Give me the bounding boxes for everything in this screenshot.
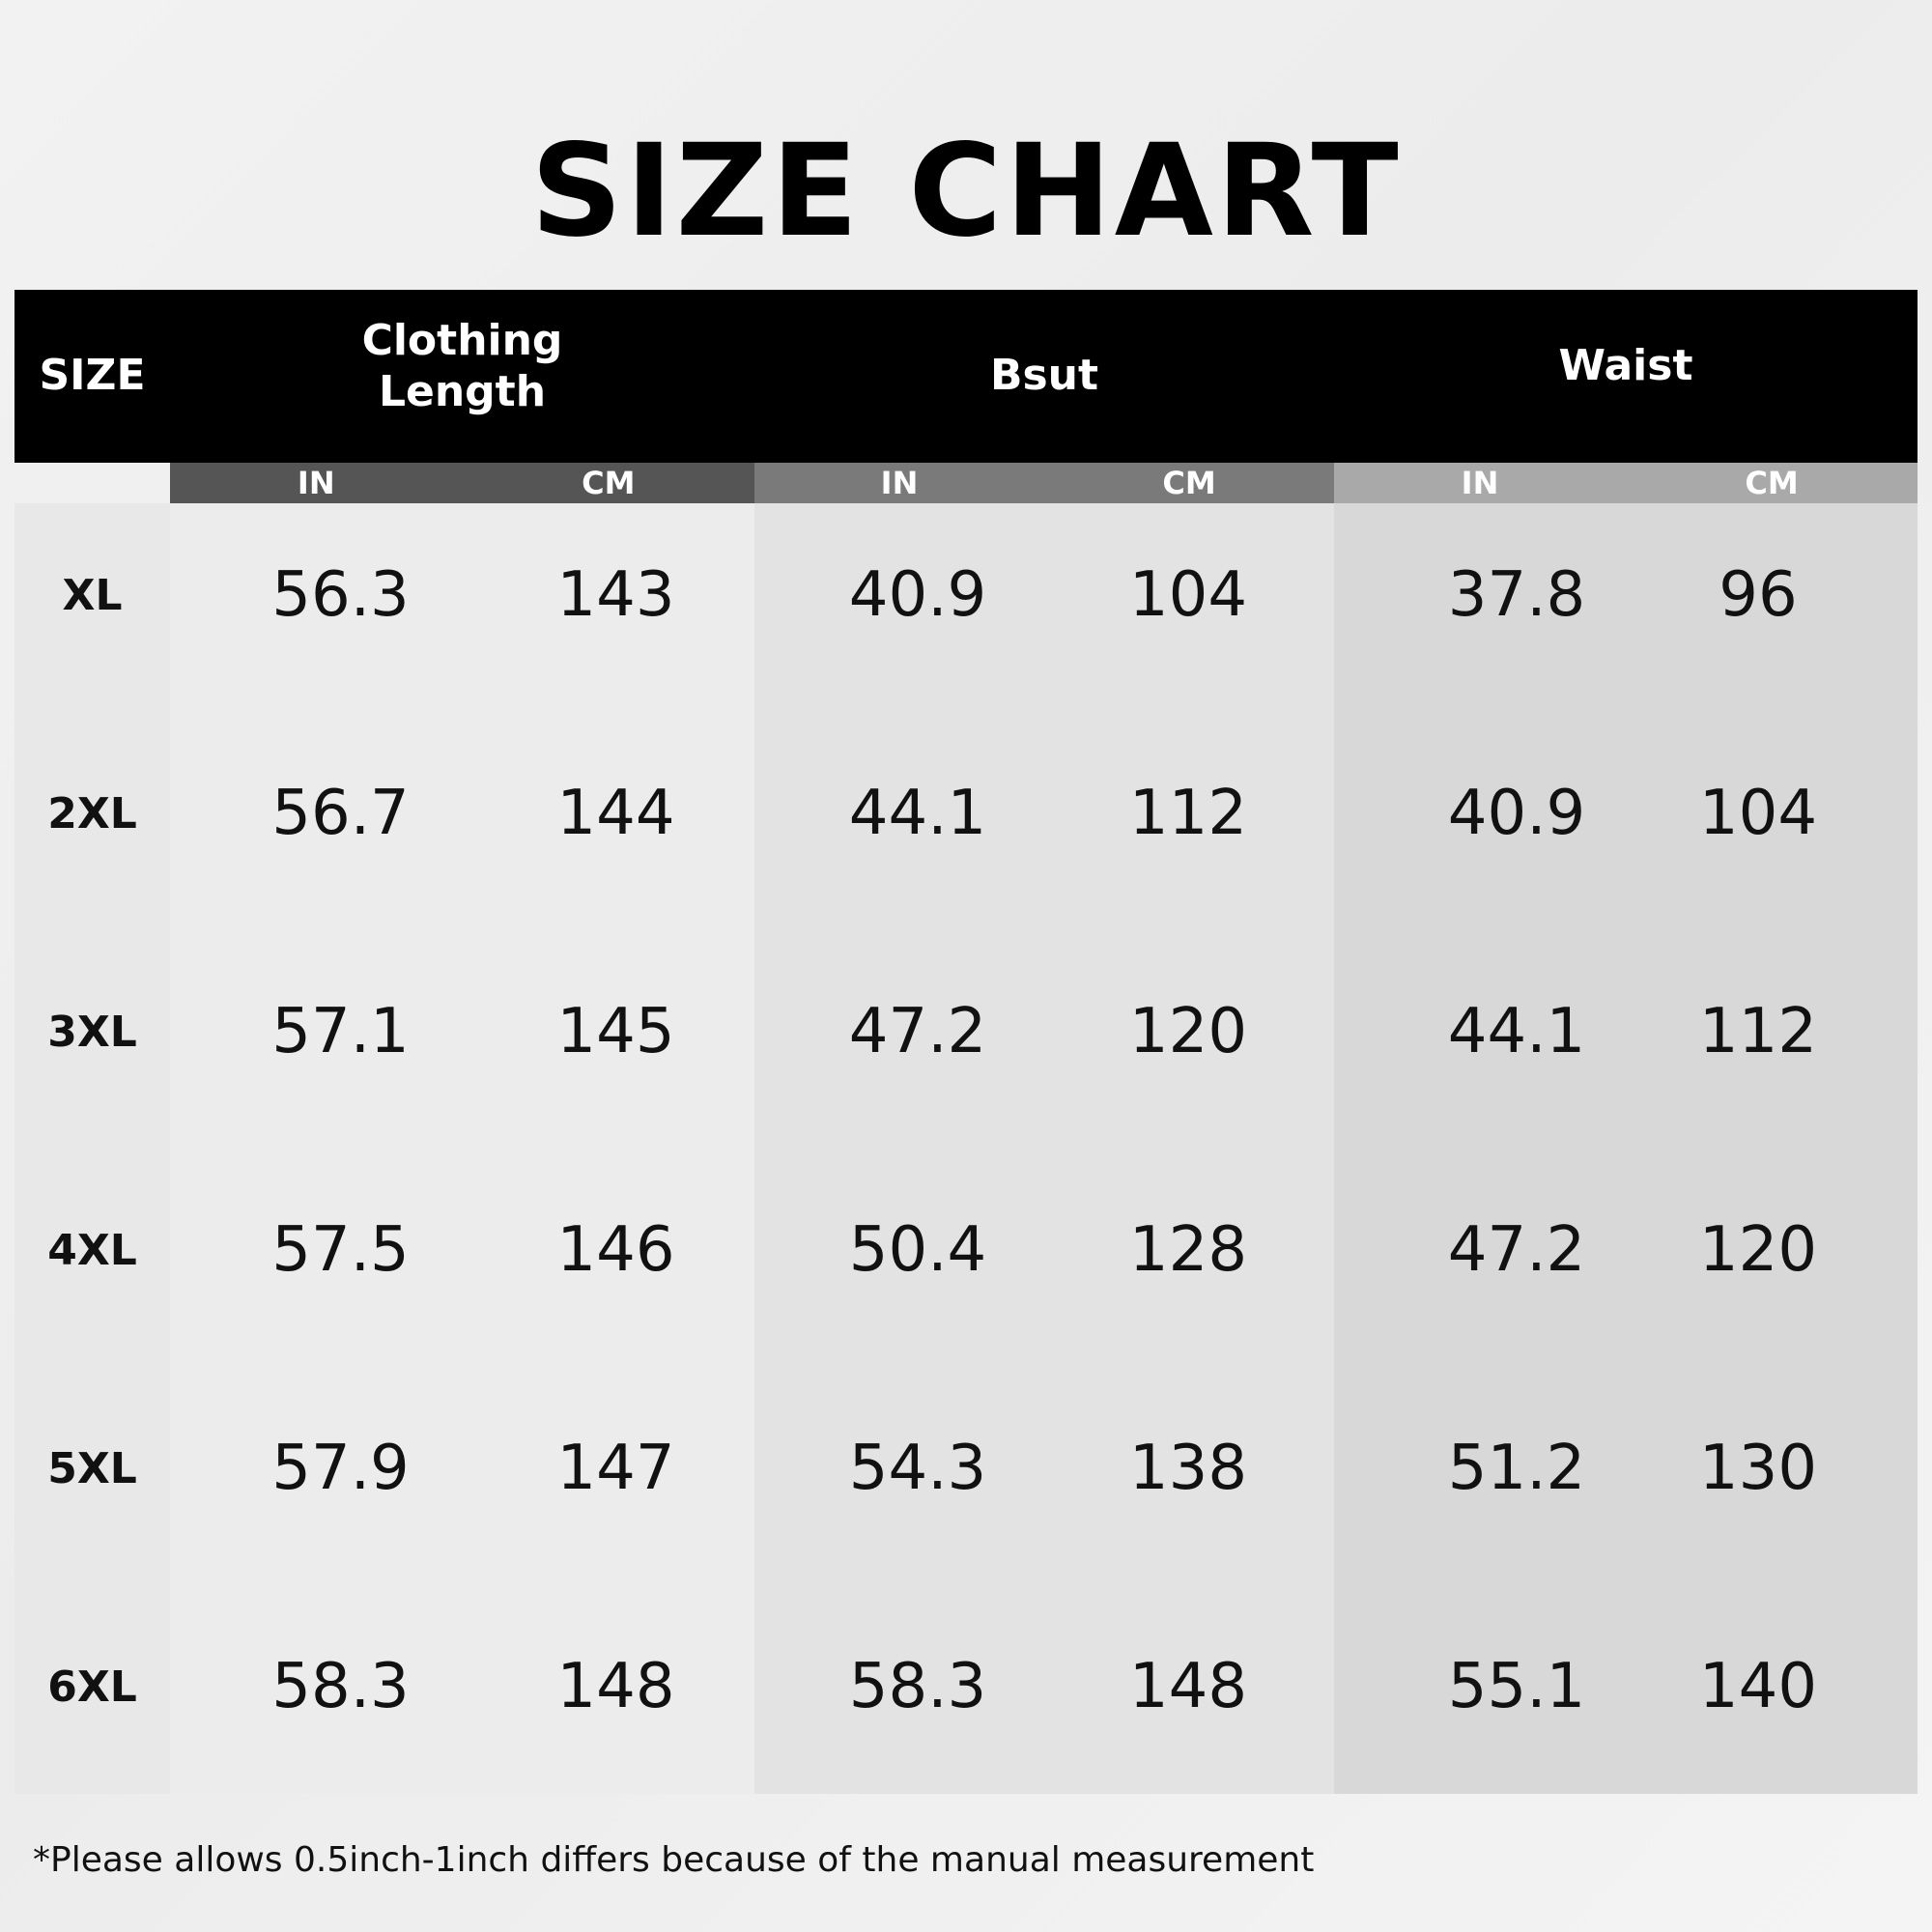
header-waist: Waist xyxy=(1334,290,1918,463)
bust-in-cell: 47.2 xyxy=(848,996,987,1067)
bust-cm-cell: 120 xyxy=(1128,996,1248,1067)
waist-cm-cell: 104 xyxy=(1698,778,1818,849)
waist-cm-cell: 120 xyxy=(1698,1214,1818,1286)
waist-in-cell: 37.8 xyxy=(1447,559,1586,631)
length-in-cell: 57.1 xyxy=(271,996,410,1067)
table-body: XL 56.3 143 40.9 104 37.8 96 2XL 56.7 14… xyxy=(14,503,1918,1813)
unit-in-waist: IN xyxy=(1461,465,1499,501)
header-waist-label: Waist xyxy=(1558,341,1693,391)
length-cm-cell: 145 xyxy=(556,996,675,1067)
size-label: 4XL xyxy=(47,1225,137,1275)
table-header: SIZE Clothing Length Bsut Waist xyxy=(14,290,1918,463)
length-cm-cell: 146 xyxy=(556,1214,675,1286)
size-column-band xyxy=(14,503,170,1794)
waist-cm-cell: 112 xyxy=(1698,996,1818,1067)
waist-in-cell: 55.1 xyxy=(1447,1651,1586,1722)
waist-in-cell: 47.2 xyxy=(1447,1214,1586,1286)
table-row: 6XL 58.3 148 58.3 148 55.1 140 xyxy=(14,1595,1918,1813)
unit-bar-bust: IN CM xyxy=(754,463,1334,503)
length-in-cell: 56.3 xyxy=(271,559,410,631)
length-cm-cell: 148 xyxy=(556,1651,675,1722)
bust-in-cell: 58.3 xyxy=(848,1651,987,1722)
unit-cm-waist: CM xyxy=(1745,465,1799,501)
length-in-cell: 58.3 xyxy=(271,1651,410,1722)
table-row: 3XL 57.1 145 47.2 120 44.1 112 xyxy=(14,940,1918,1158)
bust-column-band xyxy=(754,503,1334,1794)
chart-title: SIZE CHART xyxy=(530,117,1402,266)
waist-in-cell: 44.1 xyxy=(1447,996,1586,1067)
header-bust: Bsut xyxy=(989,351,1099,401)
waist-cm-cell: 140 xyxy=(1698,1651,1818,1722)
bust-cm-cell: 138 xyxy=(1128,1433,1248,1504)
size-label: XL xyxy=(62,570,123,620)
unit-bar-length: IN CM xyxy=(170,463,754,503)
bust-cm-cell: 104 xyxy=(1128,559,1248,631)
waist-cm-cell: 96 xyxy=(1719,559,1798,631)
unit-in-bust: IN xyxy=(880,465,919,501)
table-row: XL 56.3 143 40.9 104 37.8 96 xyxy=(14,503,1918,722)
waist-in-cell: 51.2 xyxy=(1447,1433,1586,1504)
table-row: 5XL 57.9 147 54.3 138 51.2 130 xyxy=(14,1377,1918,1595)
length-cm-cell: 147 xyxy=(556,1433,675,1504)
size-label: 6XL xyxy=(47,1662,137,1712)
length-in-cell: 57.5 xyxy=(271,1214,410,1286)
measurement-note: *Please allows 0.5inch-1inch differs bec… xyxy=(33,1840,1315,1880)
table-row: 4XL 57.5 146 50.4 128 47.2 120 xyxy=(14,1158,1918,1377)
length-cm-cell: 143 xyxy=(556,559,675,631)
length-in-cell: 57.9 xyxy=(271,1433,410,1504)
length-in-cell: 56.7 xyxy=(271,778,410,849)
size-label: 3XL xyxy=(47,1007,137,1057)
waist-in-cell: 40.9 xyxy=(1447,778,1586,849)
size-label: 5XL xyxy=(47,1443,137,1493)
unit-in-length: IN xyxy=(297,465,335,501)
length-column-band xyxy=(170,503,754,1794)
unit-cm-bust: CM xyxy=(1162,465,1216,501)
length-cm-cell: 144 xyxy=(556,778,675,849)
header-clothing-length: Clothing Length xyxy=(170,290,754,463)
bust-in-cell: 40.9 xyxy=(848,559,987,631)
header-size: SIZE xyxy=(39,351,146,401)
bust-in-cell: 44.1 xyxy=(848,778,987,849)
table-row: 2XL 56.7 144 44.1 112 40.9 104 xyxy=(14,722,1918,940)
bust-cm-cell: 128 xyxy=(1128,1214,1248,1286)
bust-in-cell: 50.4 xyxy=(848,1214,987,1286)
waist-column-band xyxy=(1334,503,1918,1794)
unit-bar-waist: IN CM xyxy=(1334,463,1918,503)
bust-cm-cell: 148 xyxy=(1128,1651,1248,1722)
bust-cm-cell: 112 xyxy=(1128,778,1248,849)
bust-in-cell: 54.3 xyxy=(848,1433,987,1504)
unit-cm-length: CM xyxy=(582,465,636,501)
waist-cm-cell: 130 xyxy=(1698,1433,1818,1504)
size-label: 2XL xyxy=(47,788,137,838)
header-clothing-length-label: Clothing Length xyxy=(361,315,563,416)
